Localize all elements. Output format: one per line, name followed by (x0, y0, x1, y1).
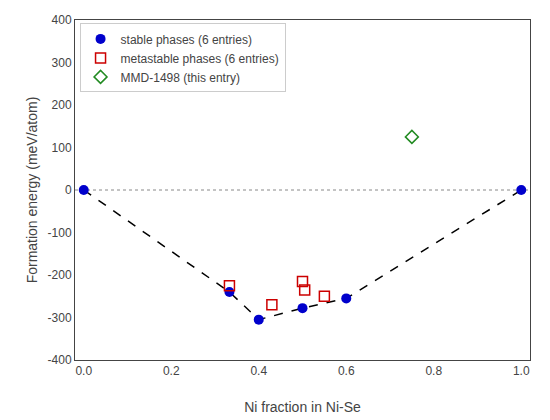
svg-text:-100: -100 (48, 226, 72, 240)
svg-text:Ni fraction in Ni-Se: Ni fraction in Ni-Se (244, 399, 361, 415)
svg-text:-300: -300 (48, 311, 72, 325)
svg-text:100: 100 (52, 141, 72, 155)
svg-text:200: 200 (52, 98, 72, 112)
svg-text:1.0: 1.0 (513, 364, 530, 378)
svg-text:0: 0 (65, 183, 72, 197)
svg-text:0.8: 0.8 (425, 364, 442, 378)
svg-text:-400: -400 (48, 353, 72, 367)
svg-text:Formation energy (meV/atom): Formation energy (meV/atom) (24, 97, 40, 284)
svg-text:-200: -200 (48, 268, 72, 282)
svg-text:0.4: 0.4 (250, 364, 267, 378)
svg-text:stable phases (6 entries): stable phases (6 entries) (121, 33, 252, 47)
svg-text:MMD-1498 (this entry): MMD-1498 (this entry) (121, 71, 240, 85)
svg-text:400: 400 (52, 13, 72, 27)
svg-text:0.6: 0.6 (338, 364, 355, 378)
svg-text:0.2: 0.2 (163, 364, 180, 378)
svg-text:metastable phases (6 entries): metastable phases (6 entries) (121, 52, 279, 66)
svg-text:300: 300 (52, 56, 72, 70)
svg-text:0.0: 0.0 (75, 364, 92, 378)
